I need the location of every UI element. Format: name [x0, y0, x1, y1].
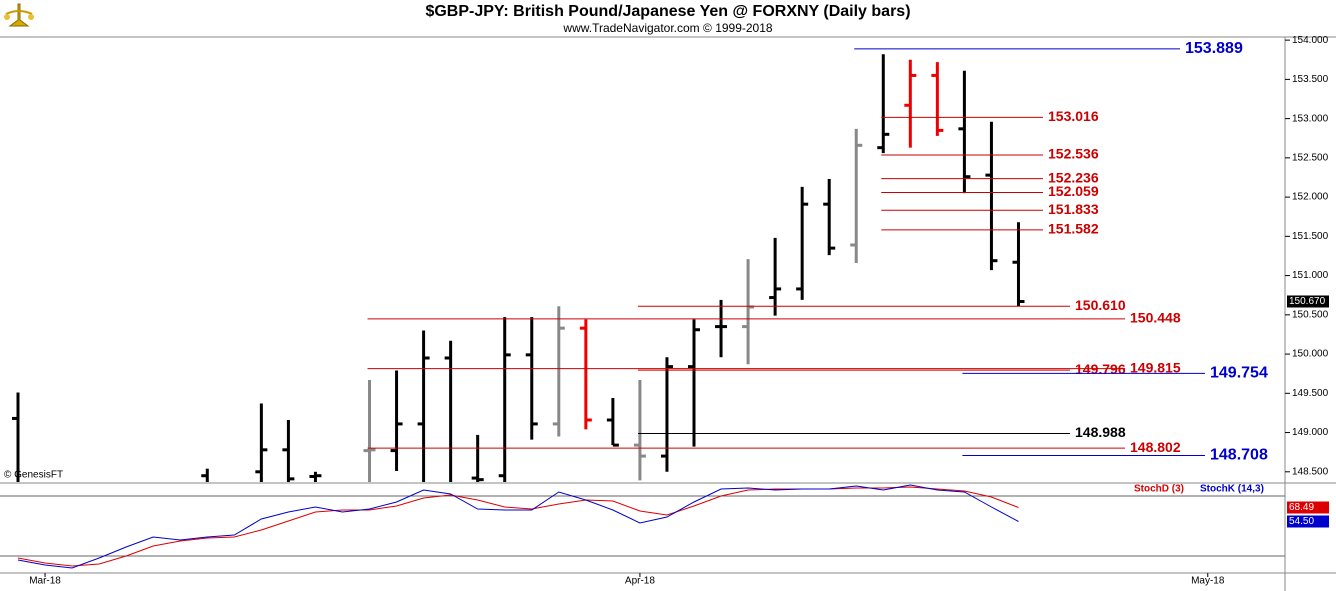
level-label: 153.016	[1048, 108, 1099, 124]
y-tick-label: 148.500	[1292, 466, 1329, 477]
y-tick-label: 151.000	[1292, 270, 1329, 281]
last-value-label: 68.49	[1289, 502, 1314, 513]
price-panel	[12, 54, 1025, 482]
level-label: 152.236	[1048, 169, 1099, 185]
last-price-label: 150.670	[1289, 296, 1326, 307]
overlay: 148.500 149.000 149.500 150.000 150.500 151.0…	[29, 35, 1329, 587]
level-label: 148.802	[1130, 439, 1181, 455]
x-tick-label: May-18	[1191, 576, 1225, 587]
level-label: 152.536	[1048, 146, 1099, 162]
y-tick-label: 152.500	[1292, 153, 1329, 164]
legend-entry: StochD (3)	[1134, 484, 1184, 495]
y-tick-label: 149.000	[1292, 427, 1329, 438]
indicator-line	[17, 486, 1019, 567]
level-label: 149.815	[1130, 359, 1181, 375]
legend-entry: StochK (14,3)	[1200, 484, 1264, 495]
last-value-label: 54.50	[1289, 516, 1314, 527]
indicator-line	[17, 484, 1019, 569]
level-label: 151.833	[1048, 201, 1099, 217]
logo	[4, 3, 34, 27]
watermark: © GenesisFT	[4, 470, 63, 481]
y-tick-label: 153.000	[1292, 113, 1329, 124]
level-label: 148.708	[1210, 447, 1268, 464]
level-label: 150.448	[1130, 310, 1181, 326]
y-tick-label: 150.500	[1292, 309, 1329, 320]
level-label: 150.610	[1075, 297, 1126, 313]
last-value-box	[1287, 501, 1329, 514]
y-tick-label: 154.000	[1292, 35, 1329, 46]
x-tick-label: Apr-18	[625, 576, 655, 587]
level-label: 149.754	[1210, 365, 1268, 382]
y-tick-label: 153.500	[1292, 74, 1329, 85]
y-tick-label: 152.000	[1292, 192, 1329, 203]
chart-subtitle: www.TradeNavigator.com © 1999-2018	[562, 21, 772, 35]
y-tick-label: 151.500	[1292, 231, 1329, 242]
last-price-box	[1287, 295, 1329, 308]
indicator-panel	[0, 484, 1285, 569]
last-value-box	[1287, 515, 1329, 528]
y-tick-label: 149.500	[1292, 388, 1329, 399]
level-label: 152.059	[1048, 183, 1099, 199]
chart-title: $GBP-JPY: British Pound/Japanese Yen @ F…	[425, 3, 910, 20]
level-label: 153.889	[1185, 40, 1243, 57]
y-tick-label: 150.000	[1292, 349, 1329, 360]
level-label: 148.988	[1075, 424, 1126, 440]
x-tick-label: Mar-18	[29, 576, 61, 587]
level-label: 151.582	[1048, 221, 1099, 237]
